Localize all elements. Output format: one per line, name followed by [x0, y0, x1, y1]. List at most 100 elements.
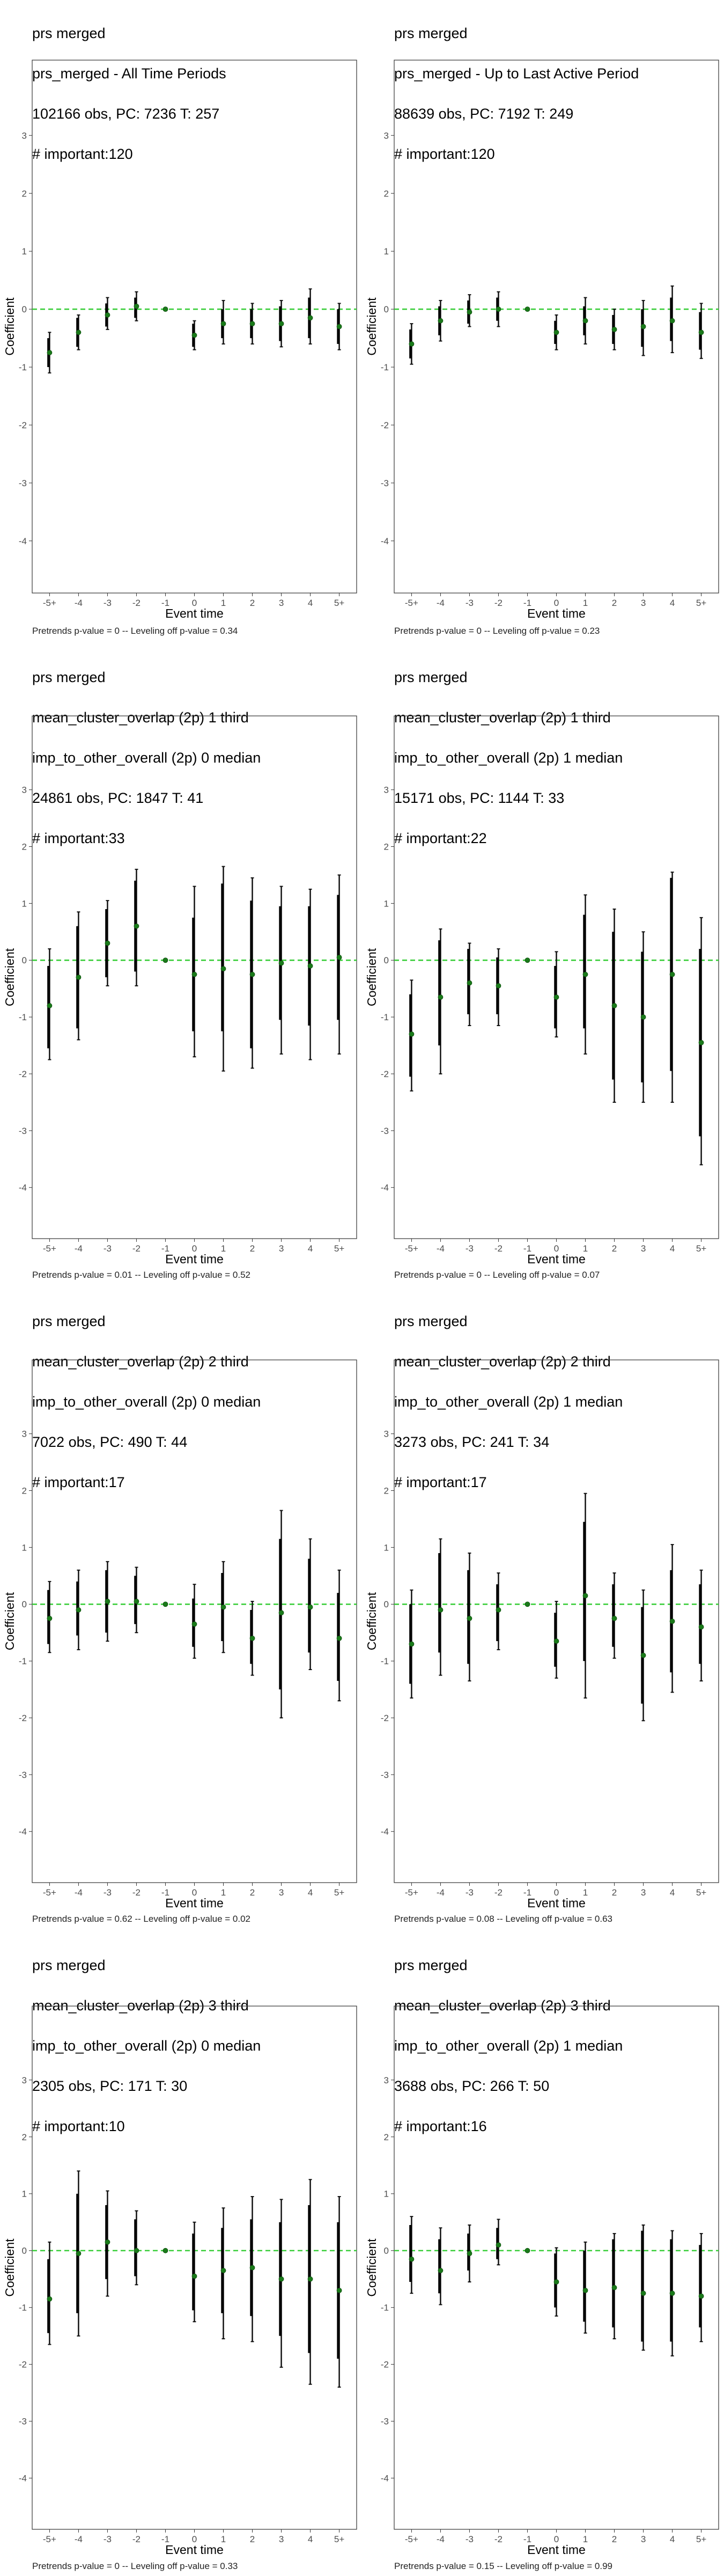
point-estimate [249, 2265, 255, 2271]
pvalue-note: Pretrends p-value = 0 -- Leveling off p-… [32, 2561, 238, 2571]
y-tick-label: 2 [384, 842, 389, 852]
point-estimate [307, 1604, 313, 1610]
title-line: mean_cluster_overlap (2p) 3 third [32, 1997, 249, 2014]
title-line: imp_to_other_overall (2p) 1 median [394, 750, 623, 766]
y-tick-label: 1 [22, 2189, 27, 2199]
y-tick-label: 0 [22, 2246, 27, 2256]
x-tick-label: 3 [279, 1243, 284, 1254]
point-estimate [191, 1621, 197, 1627]
x-tick-label: 1 [583, 1887, 588, 1898]
x-tick-label: -2 [132, 1243, 141, 1254]
x-tick-label: -3 [466, 1243, 474, 1254]
x-tick-label: 5+ [696, 1243, 706, 1254]
point-estimate [105, 940, 110, 946]
x-tick-label: 1 [583, 2534, 588, 2544]
point-estimate [669, 318, 675, 324]
x-tick-label: -5+ [405, 1887, 418, 1898]
y-tick-label: 3 [22, 785, 27, 795]
x-tick-label: 5+ [334, 598, 344, 608]
x-tick-label: -2 [132, 1887, 141, 1898]
y-tick-label: -2 [19, 1069, 27, 1079]
x-tick-label: 5+ [696, 2534, 706, 2544]
point-estimate [640, 1014, 646, 1020]
x-tick-label: 2 [250, 1887, 255, 1898]
point-estimate [278, 960, 284, 966]
title-line: prs merged [32, 25, 106, 41]
y-tick-label: -4 [19, 1183, 27, 1193]
point-estimate [249, 321, 255, 327]
y-axis-title: Coefficient [365, 948, 379, 1006]
coefficient-plot: -4 -3 -2 -1 0 1 2 3 -5+ -4 -3 -2 -1 0 1 2 3 4 5+ Event time… [3, 1359, 357, 1910]
title-line: # important:33 [32, 830, 125, 846]
coefficient-plot: -4 -3 -2 -1 0 1 2 3 -5+ -4 -3 -2 -1 0 1 2 3 4 5+ Event time… [3, 2006, 357, 2557]
x-tick-label: 5+ [696, 1887, 706, 1898]
point-estimate [249, 1635, 255, 1641]
point-estimate [438, 2267, 444, 2273]
point-estimate [553, 330, 559, 335]
y-tick-label: 0 [384, 2246, 389, 2256]
point-estimate [47, 2296, 53, 2302]
x-tick-label: -1 [161, 1243, 169, 1254]
x-tick-label: 1 [221, 598, 226, 608]
x-tick-label: 4 [670, 1243, 675, 1254]
y-tick-label: -2 [19, 2360, 27, 2370]
point-estimate [249, 971, 255, 977]
point-estimate [307, 2276, 313, 2282]
title-line: 3688 obs, PC: 266 T: 50 [394, 2078, 550, 2094]
y-tick-label: -3 [381, 478, 389, 488]
y-tick-label: -4 [381, 2473, 389, 2484]
y-tick-label: -1 [19, 2303, 27, 2313]
y-tick-label: 3 [384, 785, 389, 795]
y-tick-label: -4 [381, 536, 389, 546]
x-tick-label: 3 [641, 1887, 646, 1898]
y-tick-label: -2 [19, 1713, 27, 1723]
x-tick-label: -1 [523, 598, 531, 608]
point-estimate [467, 309, 472, 315]
y-axis-title: Coefficient [3, 297, 17, 356]
x-tick-label: -2 [494, 598, 503, 608]
x-axis-title: Event time [527, 2543, 586, 2557]
x-tick-label: -5+ [43, 1887, 56, 1898]
pvalue-note: Pretrends p-value = 0.62 -- Leveling off… [32, 1914, 250, 1924]
point-estimate [467, 1615, 472, 1621]
point-estimate [438, 318, 444, 324]
point-estimate [669, 1619, 675, 1624]
y-tick-label: 2 [22, 842, 27, 852]
x-tick-label: 2 [250, 2534, 255, 2544]
x-tick-label: -2 [494, 2534, 503, 2544]
x-tick-label: -3 [466, 598, 474, 608]
point-estimate [336, 955, 342, 960]
coefficient-plot: -4 -3 -2 -1 0 1 2 3 -5+ -4 -3 -2 -1 0 1 2 3 4 5+ Event time… [365, 1359, 719, 1910]
point-estimate [307, 963, 313, 969]
x-tick-label: -1 [523, 1243, 531, 1254]
point-estimate [220, 1604, 226, 1610]
x-tick-label: 2 [612, 2534, 617, 2544]
x-tick-label: -3 [466, 1887, 474, 1898]
x-tick-label: 3 [279, 598, 284, 608]
x-tick-label: -5+ [405, 1243, 418, 1254]
x-tick-label: 4 [670, 1887, 675, 1898]
panel-title: prs merged mean_cluster_overlap (2p) 2 t… [394, 1288, 623, 1516]
pvalue-note: Pretrends p-value = 0.01 -- Leveling off… [32, 1270, 250, 1280]
title-line: prs merged [32, 1957, 106, 1973]
pvalue-note: Pretrends p-value = 0 -- Leveling off p-… [32, 626, 238, 636]
x-tick-label: 0 [554, 1243, 559, 1254]
event-study-panel-7: prs merged mean_cluster_overlap (2p) 3 t… [0, 1932, 362, 2576]
point-estimate [438, 1607, 444, 1613]
y-axis-title: Coefficient [365, 2238, 379, 2297]
panel-title: prs merged mean_cluster_overlap (2p) 3 t… [32, 1932, 261, 2160]
y-tick-label: -1 [381, 2303, 389, 2313]
x-tick-label: -3 [466, 2534, 474, 2544]
y-tick-label: -4 [381, 1183, 389, 1193]
title-line: mean_cluster_overlap (2p) 3 third [394, 1997, 611, 2014]
panel-title: prs merged mean_cluster_overlap (2p) 1 t… [394, 644, 623, 872]
x-tick-label: -2 [494, 1887, 503, 1898]
y-tick-label: -4 [19, 2473, 27, 2484]
x-tick-label: 3 [641, 598, 646, 608]
x-tick-label: -5+ [43, 598, 56, 608]
coefficient-plot: -4 -3 -2 -1 0 1 2 3 -5+ -4 -3 -2 -1 0 1 2 3 4 5+ Event time… [3, 60, 357, 620]
point-estimate [553, 2279, 559, 2285]
point-estimate [496, 983, 501, 989]
x-tick-label: 1 [583, 598, 588, 608]
x-tick-label: 2 [250, 598, 255, 608]
